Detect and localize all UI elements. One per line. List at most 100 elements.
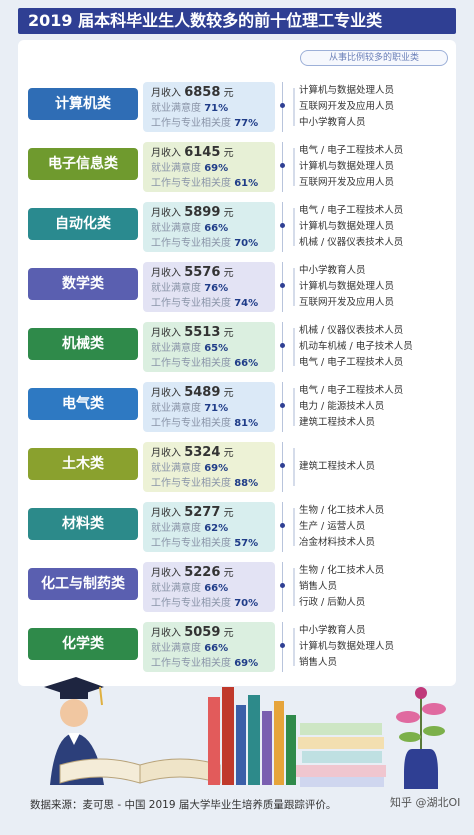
- major-stats: 月收入 5226 元就业满意度 66% 工作与专业相关度 70%: [143, 562, 275, 612]
- major-stats: 月收入 5899 元就业满意度 66% 工作与专业相关度 70%: [143, 202, 275, 252]
- income-unit: 元: [223, 508, 234, 519]
- relevance-value: 77%: [234, 118, 259, 129]
- income-label: 月收入: [151, 328, 181, 339]
- data-source-note: 数据来源：麦可思 - 中国 2019 届大学毕业生培养质量跟踪评价。: [30, 799, 337, 811]
- major-stats: 月收入 5277 元就业满意度 62% 工作与专业相关度 57%: [143, 502, 275, 552]
- satisfaction-label: 就业满意度: [151, 223, 201, 234]
- income-label: 月收入: [151, 148, 181, 159]
- income-label: 月收入: [151, 508, 181, 519]
- relevance-value: 88%: [234, 478, 259, 489]
- income-label: 月收入: [151, 388, 181, 399]
- income-unit: 元: [223, 328, 234, 339]
- satisfaction-value: 66%: [204, 583, 229, 594]
- major-row: 数学类 月收入 5576 元就业满意度 76% 工作与专业相关度 74% 中小学教育人…: [0, 258, 474, 314]
- income-value: 6145: [184, 145, 221, 160]
- income-value: 5513: [184, 325, 221, 340]
- divider: [293, 508, 295, 546]
- job-item: 中小学教育人员: [299, 265, 366, 276]
- job-item: 机械 / 仪器仪表技术人员: [299, 237, 404, 248]
- page-title: 2019 届本科毕业生人数较多的前十位理工专业类: [18, 8, 456, 34]
- major-row: 土木类 月收入 5324 元就业满意度 69% 工作与专业相关度 88% 建筑工程技术…: [0, 438, 474, 494]
- relevance-label: 工作与专业相关度: [151, 538, 231, 549]
- major-category-label: 化工与制药类: [28, 568, 138, 600]
- open-book: [59, 758, 221, 784]
- job-list: 电气 / 电子工程技术人员 电力 / 能源技术人员 建筑工程技术人员: [280, 382, 450, 432]
- job-list: 电气 / 电子工程技术人员 计算机与数据处理人员 互联网开发及应用人员: [280, 142, 450, 192]
- satisfaction-label: 就业满意度: [151, 403, 201, 414]
- job-item: 计算机与数据处理人员: [299, 281, 395, 292]
- satisfaction-value: 66%: [204, 223, 229, 234]
- income-unit: 元: [223, 208, 234, 219]
- job-item: 中小学教育人员: [299, 117, 366, 128]
- title-bar: 2019 届本科毕业生人数较多的前十位理工专业类: [0, 0, 474, 42]
- job-list: 中小学教育人员 计算机与数据处理人员 销售人员: [280, 622, 450, 672]
- divider: [293, 568, 295, 606]
- major-row: 电子信息类 月收入 6145 元就业满意度 69% 工作与专业相关度 61% 电气 /…: [0, 138, 474, 194]
- satisfaction-label: 就业满意度: [151, 523, 201, 534]
- job-item: 行政 / 后勤人员: [299, 597, 366, 608]
- income-value: 5277: [184, 505, 221, 520]
- income-value: 5059: [184, 625, 221, 640]
- relevance-label: 工作与专业相关度: [151, 358, 231, 369]
- divider: [293, 388, 295, 426]
- major-category-label: 材料类: [28, 508, 138, 540]
- relevance-label: 工作与专业相关度: [151, 118, 231, 129]
- income-label: 月收入: [151, 208, 181, 219]
- job-item: 电气 / 电子工程技术人员: [299, 205, 404, 216]
- job-item: 生产 / 运营人员: [299, 521, 366, 532]
- major-stats: 月收入 5489 元就业满意度 71% 工作与专业相关度 81%: [143, 382, 275, 432]
- job-item: 互联网开发及应用人员: [299, 101, 395, 112]
- income-value: 6858: [184, 85, 221, 100]
- income-unit: 元: [223, 568, 234, 579]
- job-item: 电力 / 能源技术人员: [299, 401, 385, 412]
- major-row: 电气类 月收入 5489 元就业满意度 71% 工作与专业相关度 81% 电气 / 电…: [0, 378, 474, 434]
- income-value: 5226: [184, 565, 221, 580]
- job-list: 机械 / 仪器仪表技术人员 机动车机械 / 电子技术人员 电气 / 电子工程技术人员: [280, 322, 450, 372]
- job-item: 机动车机械 / 电子技术人员: [299, 341, 413, 352]
- income-unit: 元: [223, 268, 234, 279]
- relevance-value: 57%: [234, 538, 259, 549]
- job-item: 计算机与数据处理人员: [299, 161, 395, 172]
- job-item: 中小学教育人员: [299, 625, 366, 636]
- job-list: 建筑工程技术人员: [280, 442, 450, 492]
- satisfaction-label: 就业满意度: [151, 463, 201, 474]
- job-item: 电气 / 电子工程技术人员: [299, 385, 404, 396]
- satisfaction-value: 69%: [204, 463, 229, 474]
- major-stats: 月收入 6858 元就业满意度 71% 工作与专业相关度 77%: [143, 82, 275, 132]
- major-category-label: 计算机类: [28, 88, 138, 120]
- satisfaction-value: 71%: [204, 403, 229, 414]
- job-item: 建筑工程技术人员: [299, 461, 376, 472]
- satisfaction-label: 就业满意度: [151, 163, 201, 174]
- income-value: 5324: [184, 445, 221, 460]
- major-row: 化学类 月收入 5059 元就业满意度 66% 工作与专业相关度 69% 中小学教育人…: [0, 618, 474, 674]
- relevance-value: 70%: [234, 598, 259, 609]
- divider: [293, 628, 295, 666]
- job-item: 互联网开发及应用人员: [299, 297, 395, 308]
- satisfaction-value: 69%: [204, 163, 229, 174]
- job-item: 机械 / 仪器仪表技术人员: [299, 325, 404, 336]
- illustration: [44, 677, 446, 789]
- major-category-label: 化学类: [28, 628, 138, 660]
- relevance-label: 工作与专业相关度: [151, 298, 231, 309]
- job-item: 销售人员: [299, 657, 338, 668]
- job-item: 销售人员: [299, 581, 338, 592]
- watermark: 知乎 @湖北OI: [390, 796, 461, 809]
- major-category-label: 机械类: [28, 328, 138, 360]
- satisfaction-value: 62%: [204, 523, 229, 534]
- divider: [293, 88, 295, 126]
- bullet-dot-icon: [280, 283, 285, 288]
- job-list: 中小学教育人员计算机与数据处理人员 互联网开发及应用人员: [280, 262, 450, 312]
- satisfaction-label: 就业满意度: [151, 343, 201, 354]
- job-list: 生物 / 化工技术人员 生产 / 运营人员 冶金材料技术人员: [280, 502, 450, 552]
- income-unit: 元: [223, 628, 234, 639]
- income-label: 月收入: [151, 268, 181, 279]
- relevance-value: 81%: [234, 418, 259, 429]
- relevance-label: 工作与专业相关度: [151, 178, 231, 189]
- relevance-value: 70%: [234, 238, 259, 249]
- income-label: 月收入: [151, 568, 181, 579]
- job-item: 计算机与数据处理人员: [299, 221, 395, 232]
- major-category-label: 土木类: [28, 448, 138, 480]
- job-item: 生物 / 化工技术人员: [299, 505, 385, 516]
- relevance-label: 工作与专业相关度: [151, 658, 231, 669]
- relevance-label: 工作与专业相关度: [151, 238, 231, 249]
